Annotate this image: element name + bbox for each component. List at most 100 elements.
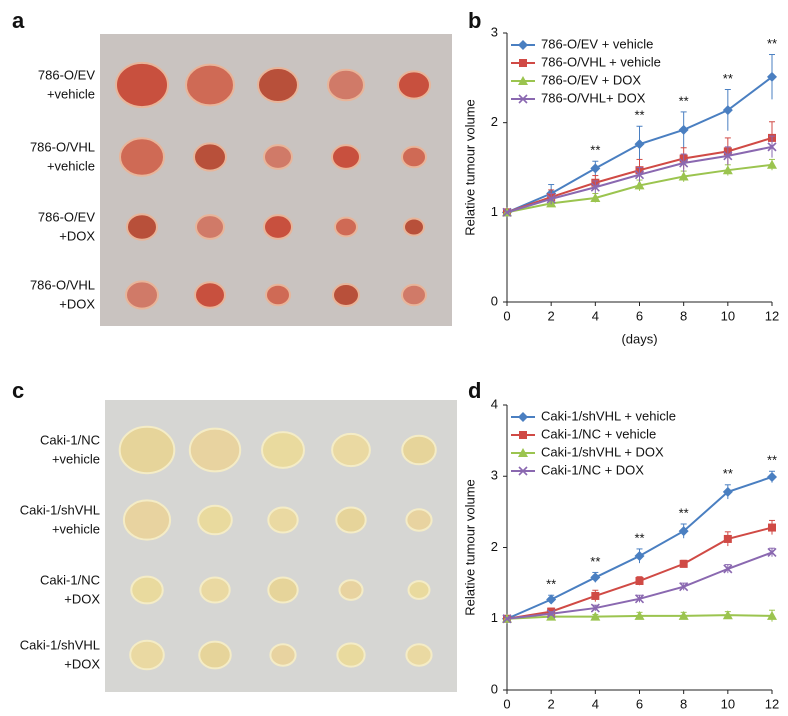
- marker: [590, 163, 601, 174]
- row-label: +vehicle: [52, 521, 100, 536]
- y-tick-label: 0: [491, 293, 498, 308]
- tumor: [261, 431, 305, 469]
- legend-label: 786-O/EV + DOX: [541, 72, 641, 87]
- row-label: 786-O/EV: [38, 209, 95, 224]
- marker: [546, 594, 557, 605]
- marker: [767, 471, 777, 482]
- marker: [591, 591, 600, 600]
- y-tick-label: 2: [491, 114, 498, 129]
- tumor: [335, 506, 367, 534]
- significance: **: [767, 453, 777, 468]
- row-label: +DOX: [64, 591, 100, 606]
- panel-letter: a: [12, 8, 25, 33]
- row-label: +DOX: [59, 228, 95, 243]
- tumor: [198, 640, 232, 670]
- tumor: [405, 643, 433, 667]
- legend-marker: [518, 466, 528, 476]
- row-label: 786-O/EV: [38, 67, 95, 82]
- tumor: [119, 137, 165, 177]
- row-label: Caki-1/shVHL: [20, 502, 100, 517]
- x-tick-label: 0: [503, 308, 510, 323]
- legend-marker: [519, 431, 527, 439]
- tumor: [401, 283, 427, 307]
- significance: **: [723, 71, 733, 86]
- x-tick-label: 6: [636, 308, 643, 323]
- tumor: [263, 144, 293, 170]
- tumor: [265, 283, 291, 307]
- y-tick-label: 4: [491, 396, 498, 411]
- marker: [590, 182, 600, 192]
- legend-marker: [518, 76, 528, 85]
- legend-marker: [518, 94, 528, 104]
- marker: [502, 207, 512, 217]
- marker: [634, 139, 645, 150]
- significance: **: [590, 554, 600, 569]
- significance: **: [590, 143, 600, 158]
- tumor: [126, 213, 158, 241]
- tumor: [401, 145, 427, 169]
- marker: [722, 486, 733, 497]
- row-label: Caki-1/NC: [40, 432, 100, 447]
- marker: [678, 171, 689, 181]
- marker: [590, 611, 601, 621]
- marker: [590, 572, 601, 583]
- x-tick-label: 10: [721, 696, 735, 711]
- x-tick-label: 4: [592, 696, 599, 711]
- marker: [767, 71, 777, 82]
- tumor: [331, 432, 371, 468]
- tumor: [334, 216, 358, 238]
- marker: [722, 105, 733, 116]
- tumor: [115, 61, 169, 109]
- marker: [635, 576, 644, 585]
- tumor: [193, 142, 227, 172]
- tumor: [125, 280, 159, 310]
- tumor: [397, 70, 431, 100]
- legend-marker: [518, 412, 528, 422]
- tumor: [199, 576, 231, 604]
- tumor: [332, 282, 360, 308]
- y-tick-label: 3: [491, 468, 498, 483]
- tumor: [336, 642, 366, 668]
- tumor: [129, 639, 165, 671]
- significance: **: [723, 466, 733, 481]
- marker: [679, 582, 689, 592]
- marker: [679, 559, 688, 568]
- legend-label: Caki-1/shVHL + DOX: [541, 444, 664, 459]
- row-label: +DOX: [59, 296, 95, 311]
- marker: [678, 610, 689, 620]
- marker: [767, 547, 777, 558]
- marker: [723, 151, 733, 161]
- x-axis-title: (days): [621, 331, 657, 346]
- panel-letter: c: [12, 378, 24, 403]
- significance: **: [546, 577, 556, 592]
- legend-marker: [518, 448, 528, 457]
- y-tick-label: 3: [491, 24, 498, 39]
- row-label: +vehicle: [47, 86, 95, 101]
- marker: [768, 523, 776, 532]
- x-tick-label: 8: [680, 696, 687, 711]
- tumor: [401, 434, 437, 466]
- marker: [722, 165, 733, 175]
- x-tick-label: 12: [765, 308, 779, 323]
- tumor: [269, 643, 297, 667]
- marker: [723, 564, 733, 574]
- legend-label: 786-O/VHL + vehicle: [541, 54, 661, 69]
- tumor: [188, 427, 242, 473]
- significance: **: [679, 93, 689, 108]
- tumor: [331, 144, 361, 170]
- marker: [590, 192, 601, 202]
- tumor: [338, 579, 364, 601]
- y-tick-label: 0: [491, 681, 498, 696]
- row-label: Caki-1/NC: [40, 572, 100, 587]
- legend-label: Caki-1/NC + DOX: [541, 462, 644, 477]
- tumor: [195, 214, 225, 240]
- x-tick-label: 12: [765, 696, 779, 711]
- tumor: [267, 506, 299, 534]
- marker: [590, 603, 600, 613]
- significance: **: [634, 108, 644, 123]
- y-axis-title: Relative tumour volume: [462, 479, 477, 616]
- row-label: Caki-1/shVHL: [20, 637, 100, 652]
- y-axis-title: Relative tumour volume: [462, 99, 477, 236]
- marker: [678, 124, 689, 135]
- significance: **: [767, 36, 777, 51]
